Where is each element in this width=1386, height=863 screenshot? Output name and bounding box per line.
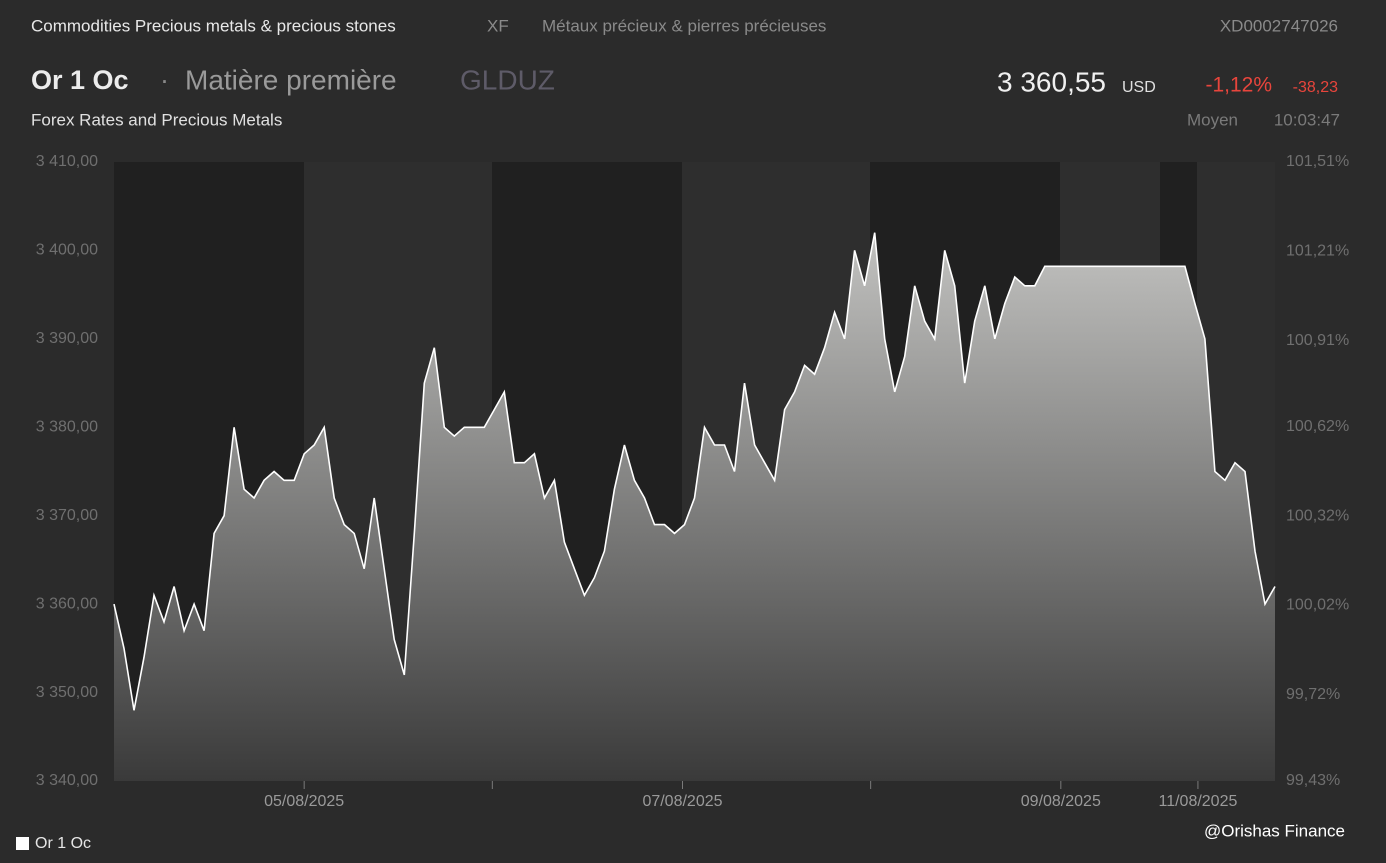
- y2-tick-label: 100,02%: [1286, 597, 1349, 614]
- legend-swatch: [16, 837, 29, 850]
- y-tick-label: 3 390,00: [36, 330, 98, 347]
- symbol: GLDUZ: [460, 64, 555, 95]
- area: [114, 232, 1275, 781]
- price-kind: Moyen: [1187, 110, 1238, 129]
- y-tick-label: 3 370,00: [36, 507, 98, 524]
- instrument-name: Or 1 Oc: [31, 65, 129, 95]
- y2-tick-label: 99,72%: [1286, 686, 1340, 703]
- change: -38,23: [1293, 79, 1338, 96]
- plot: [113, 232, 1276, 781]
- y-tick-label: 3 410,00: [36, 153, 98, 170]
- separator: ·: [160, 65, 169, 95]
- currency: USD: [1122, 79, 1156, 96]
- y2-tick-label: 101,51%: [1286, 153, 1349, 170]
- y-tick-label: 3 380,00: [36, 419, 98, 436]
- y-tick-label: 3 350,00: [36, 684, 98, 701]
- y2-tick-label: 100,91%: [1286, 332, 1349, 349]
- legend-label[interactable]: Or 1 Oc: [35, 835, 91, 852]
- y2-tick-label: 99,43%: [1286, 772, 1340, 789]
- category: Commodities Precious metals & precious s…: [31, 16, 396, 35]
- price: 3 360,55: [997, 66, 1106, 97]
- isin: XD0002747026: [1220, 16, 1338, 35]
- y-tick-label: 3 340,00: [36, 772, 98, 789]
- y-tick-label: 3 400,00: [36, 242, 98, 259]
- x-tick-label: 11/08/2025: [1158, 793, 1237, 810]
- line: [113, 232, 1276, 711]
- watermark: @Orishas Finance: [1204, 821, 1345, 840]
- x-tick-label: 09/08/2025: [1021, 793, 1101, 810]
- source: Forex Rates and Precious Metals: [31, 110, 282, 129]
- y-tick-label: 3 360,00: [36, 595, 98, 612]
- category-fr: Métaux précieux & pierres précieuses: [542, 16, 826, 35]
- instrument-type: Matière première: [185, 64, 397, 95]
- market: XF: [487, 16, 509, 35]
- y2-tick-label: 100,62%: [1286, 418, 1349, 435]
- y2-tick-label: 101,21%: [1286, 242, 1349, 259]
- x-tick-label: 07/08/2025: [642, 793, 722, 810]
- x-tick-label: 05/08/2025: [264, 793, 344, 810]
- time: 10:03:47: [1274, 110, 1340, 129]
- change-pct: -1,12%: [1205, 74, 1272, 97]
- y2-tick-label: 100,32%: [1286, 507, 1349, 524]
